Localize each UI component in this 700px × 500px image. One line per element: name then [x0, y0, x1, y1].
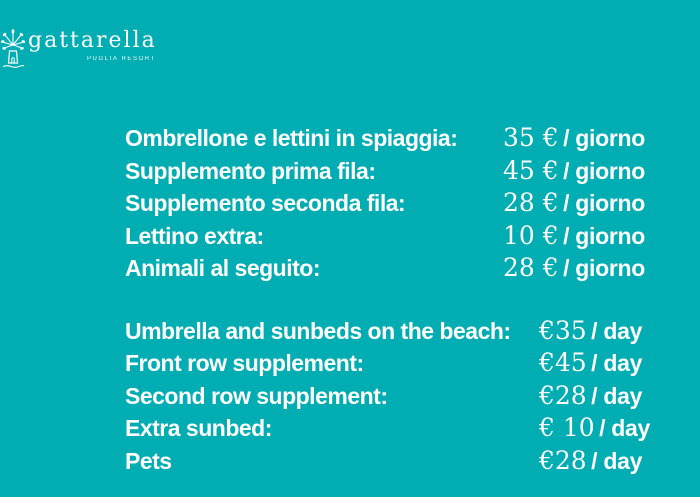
price-value: €28 / day — [539, 445, 642, 482]
price-label: Umbrella and sunbeds on the beach: — [125, 317, 511, 344]
price-row: Second row supplement: €28 / day — [125, 380, 655, 413]
pricing-section-english: Umbrella and sunbeds on the beach: €35 /… — [125, 315, 655, 478]
price-value: 45 € / giorno — [503, 155, 645, 192]
price-value: 28 € / giorno — [503, 187, 645, 224]
price-per: / giorno — [563, 125, 646, 151]
price-value: €28 / day — [539, 380, 642, 417]
price-row: Animali al seguito: 28 € / giorno — [125, 252, 655, 285]
price-per: / day — [591, 382, 643, 409]
price-per: / giorno — [563, 222, 646, 249]
price-amount: 28 € — [503, 188, 559, 217]
price-per: / giorno — [563, 255, 646, 281]
price-amount: €45 — [539, 348, 587, 377]
price-row: Umbrella and sunbeds on the beach: €35 /… — [125, 315, 655, 348]
price-value: €35 / day — [539, 315, 642, 352]
price-row: Ombrellone e lettini in spiaggia: 35 € /… — [125, 122, 655, 155]
price-value: 10 € / giorno — [503, 220, 645, 257]
price-amount: 28 € — [503, 253, 559, 282]
price-per: / giorno — [563, 190, 646, 216]
price-label: Supplemento seconda fila: — [125, 190, 406, 216]
price-amount: 45 € — [503, 155, 559, 185]
price-per: / day — [591, 350, 643, 376]
price-value: €45 / day — [539, 347, 642, 384]
brand-tagline: PUGLIA RESORT — [86, 56, 156, 62]
pricing-section-italian: Ombrellone e lettini in spiaggia: 35 € /… — [125, 122, 655, 285]
price-amount: 10 € — [503, 220, 559, 250]
price-per: / giorno — [563, 157, 646, 184]
price-label: Animali al seguito: — [125, 255, 320, 281]
brand-name: gattarella — [28, 28, 157, 53]
brand-text: gattarella PUGLIA RESORT — [28, 28, 156, 62]
price-value: € 10 / day — [539, 412, 650, 449]
price-amount: € 10 — [539, 413, 595, 442]
price-row: Lettino extra: 10 € / giorno — [125, 220, 655, 253]
price-label: Front row supplement: — [125, 350, 364, 376]
price-label: Lettino extra: — [125, 222, 264, 249]
price-amount: €28 — [539, 445, 587, 475]
price-amount: 35 € — [503, 123, 559, 152]
price-row: Extra sunbed: € 10 / day — [125, 412, 655, 445]
price-row: Supplemento prima fila: 45 € / giorno — [125, 155, 655, 188]
price-value: 35 € / giorno — [503, 122, 645, 159]
price-per: / day — [591, 317, 643, 344]
price-row: Pets €28 / day — [125, 445, 655, 478]
brand-logo: gattarella PUGLIA RESORT — [1, 28, 156, 69]
price-value: 28 € / giorno — [503, 252, 645, 289]
olive-tree-icon — [1, 29, 25, 69]
bottom-strip — [0, 497, 700, 500]
price-list: Ombrellone e lettini in spiaggia: 35 € /… — [125, 122, 655, 477]
price-label: Ombrellone e lettini in spiaggia: — [125, 125, 458, 151]
price-per: / day — [591, 447, 643, 474]
price-row: Supplemento seconda fila: 28 € / giorno — [125, 187, 655, 220]
price-label: Extra sunbed: — [125, 415, 272, 441]
price-amount: €35 — [539, 315, 587, 345]
price-amount: €28 — [539, 380, 587, 410]
price-label: Supplemento prima fila: — [125, 157, 376, 184]
price-label: Pets — [125, 447, 172, 474]
price-label: Second row supplement: — [125, 382, 388, 409]
price-row: Front row supplement: €45 / day — [125, 347, 655, 380]
price-per: / day — [599, 415, 651, 441]
